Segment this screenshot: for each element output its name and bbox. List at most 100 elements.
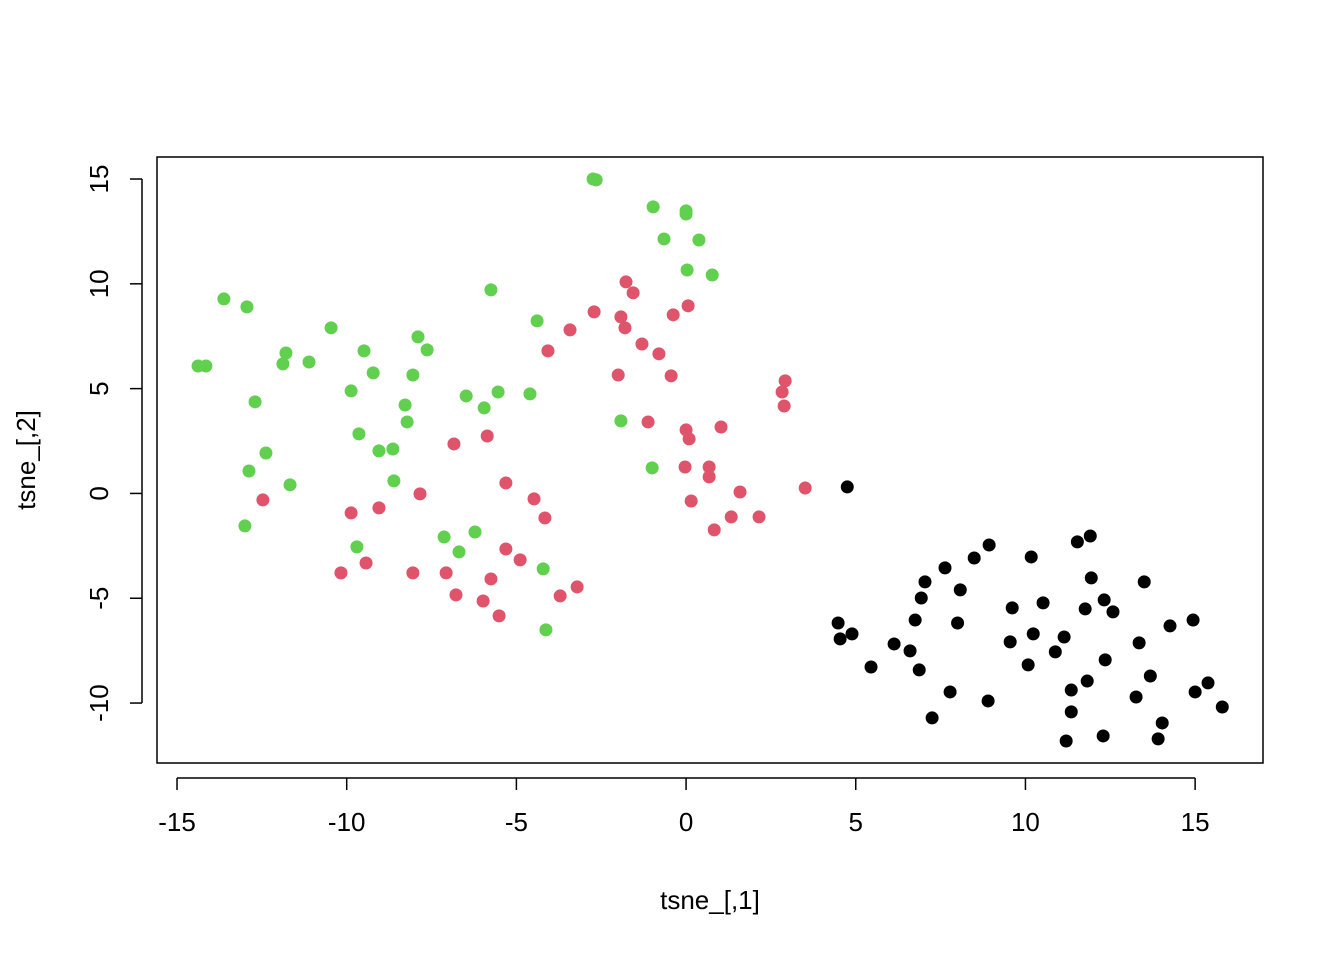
point [538, 511, 552, 525]
point [492, 609, 506, 623]
point [484, 283, 498, 297]
point [1096, 729, 1110, 743]
point [833, 632, 847, 646]
point [352, 427, 366, 441]
point [476, 594, 490, 608]
point [982, 538, 996, 552]
point [908, 613, 922, 627]
point [682, 432, 696, 446]
point [840, 480, 854, 494]
point [484, 572, 498, 586]
point [536, 562, 550, 576]
point [447, 437, 461, 451]
point [1078, 602, 1092, 616]
point [242, 464, 256, 478]
plot-box [156, 156, 1264, 764]
point [350, 540, 364, 554]
point [587, 305, 601, 319]
point [864, 660, 878, 674]
point [357, 344, 371, 358]
point [256, 493, 270, 507]
point [912, 663, 926, 677]
point [387, 474, 401, 488]
point [635, 337, 649, 351]
point [981, 694, 995, 708]
point [413, 487, 427, 501]
point [1021, 658, 1035, 672]
point [657, 232, 671, 246]
point [1064, 705, 1078, 719]
point [449, 588, 463, 602]
point [914, 591, 928, 605]
point [903, 644, 917, 658]
point [1132, 636, 1146, 650]
x-tick-label: -10 [328, 807, 366, 837]
point [953, 583, 967, 597]
point [386, 442, 400, 456]
point [1057, 630, 1071, 644]
x-tick-label: 0 [679, 807, 693, 837]
point [707, 523, 721, 537]
point [523, 387, 537, 401]
point [1036, 596, 1050, 610]
point [1064, 683, 1078, 697]
point [679, 207, 693, 221]
point [1070, 535, 1084, 549]
point [1215, 700, 1229, 714]
point [1026, 627, 1040, 641]
point [398, 398, 412, 412]
point [527, 492, 541, 506]
point [714, 420, 728, 434]
point [951, 616, 965, 630]
point [359, 556, 373, 570]
y-tick-label: 5 [84, 381, 114, 395]
x-tick-label: 5 [849, 807, 863, 837]
point [530, 314, 544, 328]
point [344, 384, 358, 398]
point [733, 485, 747, 499]
point [283, 478, 297, 492]
y-tick-label: -10 [84, 684, 114, 722]
point [778, 374, 792, 388]
point [1097, 593, 1111, 607]
point [1005, 601, 1019, 615]
x-tick-label: -5 [505, 807, 528, 837]
point [279, 346, 293, 360]
point [646, 200, 660, 214]
point [199, 359, 213, 373]
point [938, 561, 952, 575]
point [752, 510, 766, 524]
x-tick-label: 15 [1181, 807, 1210, 837]
point [1155, 716, 1169, 730]
point [1143, 669, 1157, 683]
point [1059, 734, 1073, 748]
x-axis-label: tsne_[,1] [660, 885, 760, 915]
point [477, 401, 491, 415]
x-tick-label: 10 [1011, 807, 1040, 837]
point [439, 566, 453, 580]
point [499, 542, 513, 556]
point [626, 286, 640, 300]
point [1201, 676, 1215, 690]
point [539, 623, 553, 637]
point [943, 685, 957, 699]
point [967, 551, 981, 565]
y-tick-label: 0 [84, 486, 114, 500]
point [1003, 635, 1017, 649]
point [324, 321, 338, 335]
point [259, 446, 273, 460]
point [437, 530, 451, 544]
point [334, 566, 348, 580]
point [614, 414, 628, 428]
point [1098, 653, 1112, 667]
point [777, 399, 791, 413]
x-tick-label: -15 [158, 807, 196, 837]
point [240, 300, 254, 314]
point [468, 525, 482, 539]
point [1163, 619, 1177, 633]
point [406, 368, 420, 382]
point [586, 172, 600, 186]
y-tick-label: 10 [84, 269, 114, 298]
point [563, 323, 577, 337]
